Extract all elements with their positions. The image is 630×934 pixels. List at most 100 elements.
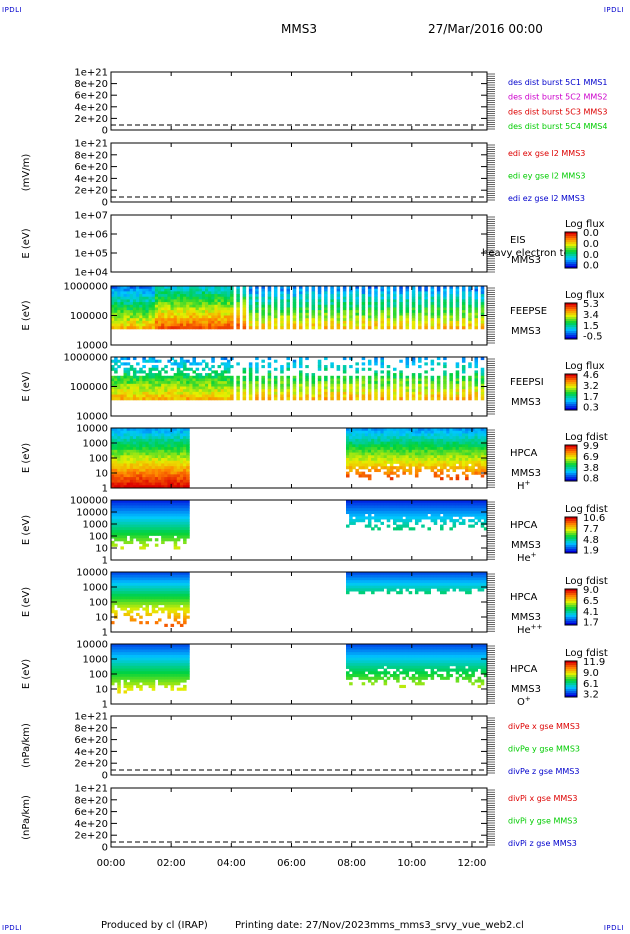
- spectrogram-cell: [461, 466, 466, 470]
- spectrogram-cell: [173, 468, 178, 473]
- spectrogram-cell: [480, 436, 485, 440]
- spectrogram-cell: [330, 381, 334, 385]
- spectrogram-cell: [114, 532, 118, 536]
- spectrogram-cell: [424, 397, 428, 401]
- spectrogram-cell: [145, 310, 149, 314]
- spectrogram-cell: [142, 375, 146, 379]
- spectrogram-cell: [374, 286, 378, 290]
- spectrogram-cell: [226, 367, 231, 371]
- spectrogram-cell: [443, 318, 447, 322]
- spectrogram-cell: [189, 302, 193, 306]
- spectrogram-cell: [145, 286, 149, 290]
- spectrogram-cell: [248, 389, 253, 393]
- spectrogram-cell: [111, 307, 115, 311]
- spectrogram-cell: [211, 291, 215, 295]
- spectrogram-cell: [198, 312, 203, 316]
- spectrogram-cell: [179, 299, 184, 303]
- spectrogram-cell: [126, 383, 131, 387]
- spectrogram-cell: [364, 508, 369, 512]
- colorbar-cell: [565, 517, 577, 520]
- spectrogram-cell: [120, 310, 124, 314]
- spectrogram-cell: [433, 505, 438, 509]
- spectrogram-cell: [120, 527, 124, 531]
- spectrogram-cell: [242, 286, 247, 290]
- spectrogram-cell: [393, 291, 397, 295]
- spectrogram-cell: [154, 291, 159, 295]
- spectrogram-cell: [346, 460, 350, 464]
- spectrogram-cell: [355, 296, 359, 300]
- spectrogram-cell: [377, 438, 381, 443]
- spectrogram-cell: [139, 466, 143, 470]
- spectrogram-cell: [292, 397, 297, 401]
- spectrogram-cell: [261, 378, 265, 382]
- spectrogram-cell: [468, 447, 472, 451]
- spectrogram-cell: [474, 286, 478, 290]
- spectrogram-cell: [330, 383, 334, 387]
- spectrogram-cell: [201, 323, 206, 327]
- spectrogram-cell: [126, 502, 131, 506]
- spectrogram-cell: [145, 513, 149, 517]
- spectrogram-cell: [255, 307, 259, 311]
- spectrogram-cell: [126, 500, 131, 504]
- spectrogram-cell: [324, 312, 328, 316]
- spectrogram-cell: [386, 381, 391, 385]
- spectrogram-cell: [179, 373, 184, 377]
- colorbar-cell: [565, 535, 577, 538]
- spectrogram-cell: [154, 323, 159, 327]
- spectrogram-cell: [142, 378, 146, 382]
- spectrogram-cell: [389, 500, 394, 504]
- spectrogram-cell: [161, 307, 165, 311]
- spectrogram-cell: [151, 312, 156, 316]
- spectrogram-cell: [324, 291, 328, 295]
- spectrogram-cell: [267, 391, 272, 395]
- spectrogram-cell: [145, 460, 149, 464]
- spectrogram-cell: [483, 519, 488, 523]
- spectrogram-cell: [461, 386, 466, 390]
- spectrogram-cell: [474, 391, 478, 395]
- spectrogram-cell: [324, 304, 328, 308]
- spectrogram-cell: [139, 588, 143, 592]
- spectrogram-cell: [386, 302, 391, 306]
- spectrogram-cell: [183, 323, 187, 327]
- spectrogram-cell: [383, 447, 388, 451]
- spectrogram-cell: [111, 304, 115, 308]
- spectrogram-cell: [474, 294, 478, 298]
- spectrogram-cell: [330, 365, 334, 369]
- spectrogram-cell: [383, 438, 388, 443]
- spectrogram-cell: [414, 502, 419, 506]
- spectrogram-cell: [389, 468, 394, 473]
- spectrogram-cell: [352, 521, 356, 525]
- spectrogram-cell: [154, 326, 159, 330]
- spectrogram-cell: [211, 383, 215, 387]
- spectrogram-cell: [220, 315, 225, 319]
- spectrogram-cell: [151, 436, 156, 440]
- spectrogram-cell: [220, 389, 225, 393]
- spectrogram-cell: [349, 323, 353, 327]
- spectrogram-cell: [386, 386, 391, 390]
- spectrogram-cell: [173, 524, 178, 528]
- spectrogram-cell: [192, 296, 196, 300]
- spectrogram-cell: [396, 452, 400, 456]
- spectrogram-cell: [324, 318, 328, 322]
- spectrogram-cell: [367, 441, 372, 445]
- spectrogram-cell: [179, 302, 184, 306]
- spectrogram-cell: [123, 463, 128, 467]
- colorbar-cell: [565, 404, 577, 407]
- spectrogram-cell: [154, 485, 159, 489]
- spectrogram-cell: [158, 519, 162, 523]
- spectrogram-cell: [139, 535, 143, 539]
- spectrogram-cell: [480, 521, 485, 525]
- spectrogram-cell: [167, 389, 171, 393]
- spectrogram-cell: [123, 367, 128, 371]
- colorbar-tick-label: 3.4: [583, 310, 599, 321]
- spectrogram-cell: [145, 389, 149, 393]
- spectrogram-cell: [223, 318, 228, 322]
- spectrogram-cell: [421, 508, 425, 512]
- spectrogram-cell: [195, 307, 200, 311]
- spectrogram-cell: [418, 510, 422, 515]
- spectrogram-cell: [179, 357, 184, 361]
- spectrogram-cell: [158, 320, 162, 324]
- spectrogram-cell: [120, 302, 124, 306]
- spectrogram-cell: [465, 458, 469, 462]
- spectrogram-cell: [167, 447, 171, 451]
